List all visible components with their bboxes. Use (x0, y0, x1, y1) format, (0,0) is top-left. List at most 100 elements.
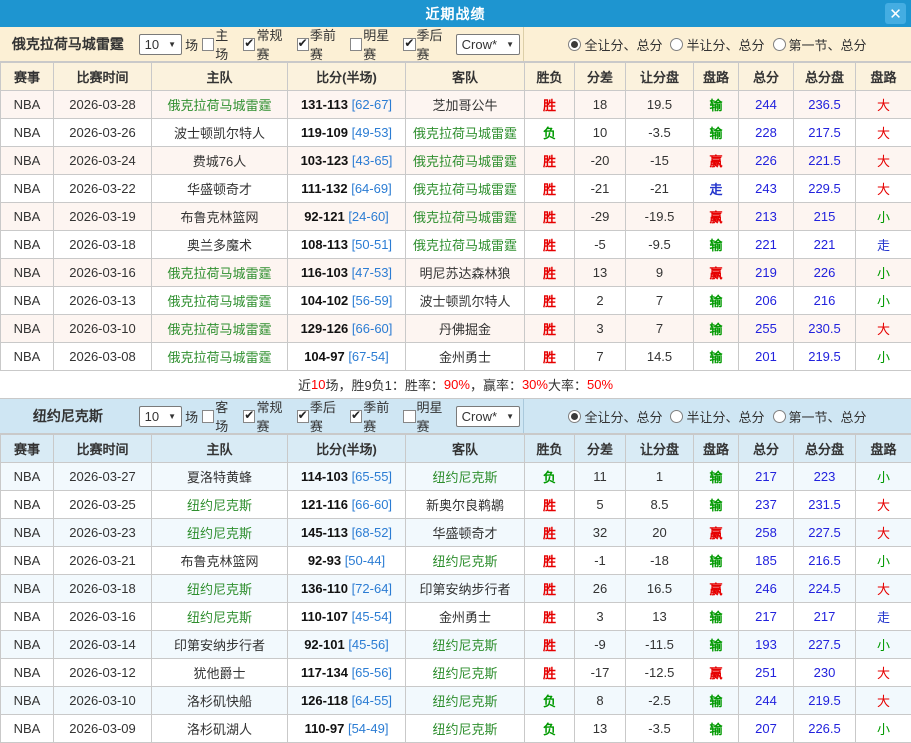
cell-away-team: 新奥尔良鹈鹕 (406, 491, 525, 519)
cell-handicap-outcome: 输 (694, 343, 739, 371)
radio-半让分、总分[interactable]: 半让分、总分 (670, 35, 764, 54)
checkbox-icon[interactable] (350, 410, 362, 423)
radio-全让分、总分[interactable]: 全让分、总分 (568, 407, 662, 426)
cell-score: 110-97 [54-49] (288, 715, 406, 743)
cell-league: NBA (1, 603, 54, 631)
cell-handicap-line: 14.5 (626, 343, 694, 371)
radio-icon[interactable] (773, 38, 786, 51)
radio-label: 半让分、总分 (686, 407, 764, 426)
radio-第一节、总分[interactable]: 第一节、总分 (773, 407, 867, 426)
column-header: 总分 (739, 63, 794, 91)
cell-score: 114-103 [65-55] (288, 463, 406, 491)
games-count-select[interactable]: 10 ▼ (139, 406, 182, 427)
radio-icon[interactable] (773, 410, 786, 423)
checkbox-常规赛[interactable]: 常规赛 (239, 25, 292, 63)
cell-result: 胜 (525, 519, 575, 547)
odds-company-select[interactable]: Crow*▼ (456, 34, 520, 55)
score-halftime: [62-67] (352, 97, 392, 112)
cell-point-diff: -5 (575, 231, 626, 259)
cell-home-team: 布鲁克林篮网 (152, 547, 288, 575)
cell-handicap-outcome: 赢 (694, 519, 739, 547)
cell-total-points: 246 (739, 575, 794, 603)
radio-icon[interactable] (670, 38, 683, 51)
checkbox-icon[interactable] (403, 410, 415, 423)
checkbox-group: 主场常规赛季前赛明星赛季后赛 (198, 25, 453, 63)
cell-date: 2026-03-10 (54, 315, 152, 343)
cell-handicap-line: -11.5 (626, 631, 694, 659)
cell-date: 2026-03-14 (54, 631, 152, 659)
games-count-select[interactable]: 10▼ (139, 34, 182, 55)
cell-ou-outcome: 小 (856, 343, 911, 371)
radio-label: 全让分、总分 (584, 407, 662, 426)
cell-league: NBA (1, 343, 54, 371)
cell-point-diff: 8 (575, 687, 626, 715)
checkbox-icon[interactable] (202, 38, 214, 51)
cell-handicap-outcome: 输 (694, 603, 739, 631)
cell-total-points: 201 (739, 343, 794, 371)
score-halftime: [64-69] (351, 181, 391, 196)
cell-handicap-outcome: 输 (694, 547, 739, 575)
cell-league: NBA (1, 659, 54, 687)
cell-score: 136-110 [72-64] (288, 575, 406, 603)
checkbox-icon[interactable] (350, 38, 362, 51)
checkbox-季前赛[interactable]: 季前赛 (293, 25, 346, 63)
cell-league: NBA (1, 91, 54, 119)
checkbox-label: 季前赛 (310, 25, 346, 63)
checkbox-icon[interactable] (243, 38, 255, 51)
cell-away-team: 金州勇士 (406, 603, 525, 631)
score-halftime: [50-51] (352, 237, 392, 252)
checkbox-label: 明星赛 (417, 397, 453, 435)
close-icon[interactable]: ✕ (885, 3, 906, 24)
radio-icon[interactable] (670, 410, 683, 423)
score-halftime: [66-60] (352, 497, 392, 512)
cell-ou-outcome: 大 (856, 175, 911, 203)
cell-ou-outcome: 走 (856, 231, 911, 259)
checkbox-明星赛[interactable]: 明星赛 (399, 397, 452, 435)
checkbox-icon[interactable] (297, 38, 309, 51)
cell-result: 胜 (525, 231, 575, 259)
radio-icon[interactable] (568, 38, 581, 51)
radio-label: 全让分、总分 (584, 35, 662, 54)
cell-point-diff: 32 (575, 519, 626, 547)
radio-icon[interactable] (568, 410, 581, 423)
checkbox-主场[interactable]: 主场 (198, 25, 239, 63)
checkbox-季前赛[interactable]: 季前赛 (346, 397, 399, 435)
cell-handicap-line: 16.5 (626, 575, 694, 603)
radio-半让分、总分[interactable]: 半让分、总分 (670, 407, 764, 426)
checkbox-客场[interactable]: 客场 (198, 397, 239, 435)
cell-result: 胜 (525, 603, 575, 631)
score-fulltime: 110-107 (301, 609, 348, 624)
cell-score: 145-113 [68-52] (288, 519, 406, 547)
table-header-row: 赛事比赛时间主队比分(半场)客队胜负分差让分盘盘路总分总分盘盘路 (1, 435, 911, 463)
checkbox-icon[interactable] (403, 38, 415, 51)
cell-away-team: 俄克拉荷马城雷霆 (406, 175, 525, 203)
cell-date: 2026-03-26 (54, 119, 152, 147)
checkbox-常规赛[interactable]: 常规赛 (239, 397, 292, 435)
checkbox-季后赛[interactable]: 季后赛 (399, 25, 452, 63)
checkbox-group: 客场常规赛季后赛季前赛明星赛 (198, 397, 453, 435)
cell-away-team: 明尼苏达森林狼 (406, 259, 525, 287)
radio-全让分、总分[interactable]: 全让分、总分 (568, 35, 662, 54)
radio-第一节、总分[interactable]: 第一节、总分 (773, 35, 867, 54)
odds-company-select[interactable]: Crow*▼ (456, 406, 520, 427)
cell-total-line: 230 (794, 659, 856, 687)
checkbox-icon[interactable] (243, 410, 255, 423)
column-header: 总分盘 (794, 63, 856, 91)
checkbox-明星赛[interactable]: 明星赛 (346, 25, 399, 63)
column-header: 盘路 (856, 435, 911, 463)
column-header: 分差 (575, 63, 626, 91)
cell-total-line: 221 (794, 231, 856, 259)
cell-date: 2026-03-25 (54, 491, 152, 519)
checkbox-icon[interactable] (297, 410, 309, 423)
cell-away-team: 俄克拉荷马城雷霆 (406, 231, 525, 259)
games-count-value: 10 (145, 409, 159, 424)
checkbox-icon[interactable] (202, 410, 214, 423)
chevron-down-icon: ▼ (168, 412, 176, 421)
cell-home-team: 纽约尼克斯 (152, 491, 288, 519)
cell-league: NBA (1, 231, 54, 259)
column-header: 盘路 (694, 63, 739, 91)
checkbox-季后赛[interactable]: 季后赛 (293, 397, 346, 435)
